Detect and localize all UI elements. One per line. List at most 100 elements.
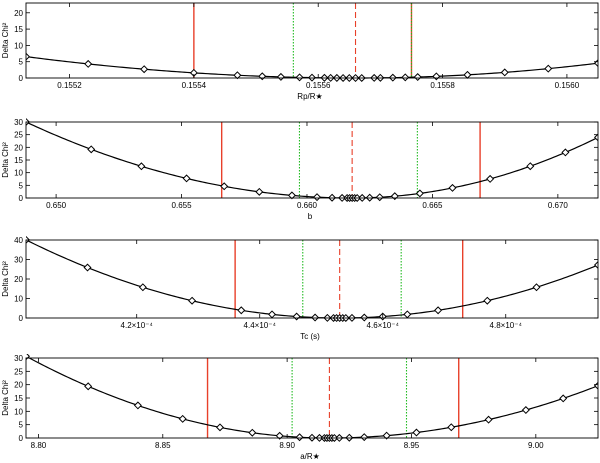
y-tick-label: 0 (19, 74, 24, 83)
x-axis-label: Rp/R★ (297, 92, 322, 101)
data-point-3 (133, 401, 142, 410)
y-tick-label: 5 (19, 421, 24, 430)
x-tick-label: 8.80 (31, 441, 47, 450)
data-point-21 (448, 183, 457, 192)
chi-square-panel-2: 0.650 0.655 0.660 0.665 0.670 0 5 10 15 20 25 30 b De… (1, 118, 599, 221)
x-tick-label: 0.650 (46, 201, 67, 210)
y-tick-label: 0 (19, 434, 24, 443)
plot-frame (25, 121, 599, 199)
y-tick-label: 20 (14, 275, 23, 284)
y-tick-label: 10 (14, 295, 23, 304)
data-point-7 (275, 431, 284, 440)
y-axis-label: Delta Chi² (1, 380, 10, 416)
x-tick-label: 0.1558 (430, 81, 455, 90)
x-tick-label: 0.1556 (306, 81, 331, 90)
chi-square-curve (26, 121, 598, 199)
y-axis-label: Delta Chi² (1, 261, 10, 297)
data-point-21 (532, 283, 541, 292)
x-tick-label: 8.95 (404, 441, 420, 450)
data-point-7 (276, 72, 285, 81)
chi-square-panel-3: 4.2×10⁻⁴ 4.4×10⁻⁴ 4.6×10⁻⁴ 4.8×10⁻⁴ 0 10 20 30 4… (1, 236, 599, 341)
data-point-6 (248, 428, 257, 437)
y-tick-label: 30 (14, 354, 23, 363)
data-point-22 (593, 261, 598, 270)
data-point-20 (412, 428, 421, 437)
data-point-1 (26, 52, 31, 61)
data-point-25 (593, 381, 598, 390)
data-point-5 (220, 182, 229, 191)
x-tick-label: 4.6×10⁻⁴ (367, 321, 400, 330)
data-point-5 (237, 306, 246, 315)
data-point-2 (87, 145, 96, 154)
data-point-2 (84, 382, 93, 391)
data-point-23 (521, 406, 530, 415)
data-point-25 (544, 64, 553, 73)
plot-frame (25, 357, 599, 439)
x-tick-label: 4.8×10⁻⁴ (490, 321, 523, 330)
plot-frame (25, 239, 599, 319)
chi-square-curve (26, 355, 598, 439)
data-point-8 (313, 193, 322, 202)
data-point-26 (593, 59, 598, 68)
data-point-8 (311, 313, 320, 322)
y-tick-label: 5 (19, 58, 24, 67)
data-point-3 (140, 65, 149, 74)
y-tick-label: 15 (14, 394, 23, 403)
data-point-19 (382, 431, 391, 440)
data-point-18 (360, 433, 369, 442)
chi-square-curve (26, 239, 598, 319)
data-point-18 (375, 193, 384, 202)
x-tick-label: 8.90 (279, 441, 295, 450)
x-axis-label: b (308, 212, 313, 221)
x-tick-label: 9.00 (528, 441, 544, 450)
y-tick-label: 15 (14, 156, 23, 165)
data-point-23 (526, 162, 535, 171)
data-point-22 (432, 72, 441, 81)
x-tick-label: 4.2×10⁻⁴ (121, 321, 154, 330)
data-point-21 (413, 73, 422, 82)
data-point-6 (258, 72, 267, 81)
y-tick-label: 25 (14, 367, 23, 376)
data-point-21 (447, 423, 456, 432)
y-tick-label: 10 (14, 407, 23, 416)
data-point-20 (401, 73, 410, 82)
y-tick-label: 20 (14, 9, 23, 18)
x-tick-label: 0.665 (422, 201, 443, 210)
y-axis-label: Delta Chi² (1, 142, 10, 178)
x-tick-label: 0.1554 (182, 81, 207, 90)
y-tick-label: 10 (14, 41, 23, 50)
data-point-5 (215, 423, 224, 432)
data-point-18 (403, 310, 412, 319)
y-tick-label: 40 (14, 236, 23, 245)
data-point-2 (83, 263, 92, 272)
data-point-3 (137, 162, 146, 171)
y-tick-label: 15 (14, 25, 23, 34)
data-point-4 (182, 174, 191, 183)
x-tick-label: 0.660 (297, 201, 318, 210)
data-point-25 (593, 133, 598, 142)
chi-square-panel-1: 0.1552 0.1554 0.1556 0.1558 0.1560 0 5 10 15 20 Rp… (1, 2, 599, 101)
chi-square-panel-4: 8.80 8.85 8.90 8.95 9.00 0 5 10 15 20 25 30 a/R★ Delt… (1, 354, 599, 461)
x-tick-label: 4.4×10⁻⁴ (244, 321, 277, 330)
data-point-24 (561, 148, 570, 157)
data-point-24 (500, 68, 509, 77)
y-tick-label: 30 (14, 118, 23, 127)
y-tick-label: 5 (19, 181, 24, 190)
data-point-3 (138, 283, 147, 292)
x-axis-label: Tc (s) (300, 332, 320, 341)
y-tick-label: 25 (14, 131, 23, 140)
y-tick-label: 10 (14, 169, 23, 178)
data-point-22 (484, 415, 493, 424)
data-point-4 (188, 296, 197, 305)
y-tick-label: 0 (19, 194, 24, 203)
data-point-8 (295, 73, 304, 82)
data-point-4 (178, 414, 187, 423)
data-point-19 (434, 306, 443, 315)
y-axis-label: Delta Chi² (1, 22, 10, 58)
data-point-6 (268, 310, 277, 319)
x-tick-label: 0.1552 (57, 81, 82, 90)
data-point-22 (486, 174, 495, 183)
x-tick-label: 0.1560 (555, 81, 580, 90)
x-axis-label: a/R★ (300, 452, 320, 461)
